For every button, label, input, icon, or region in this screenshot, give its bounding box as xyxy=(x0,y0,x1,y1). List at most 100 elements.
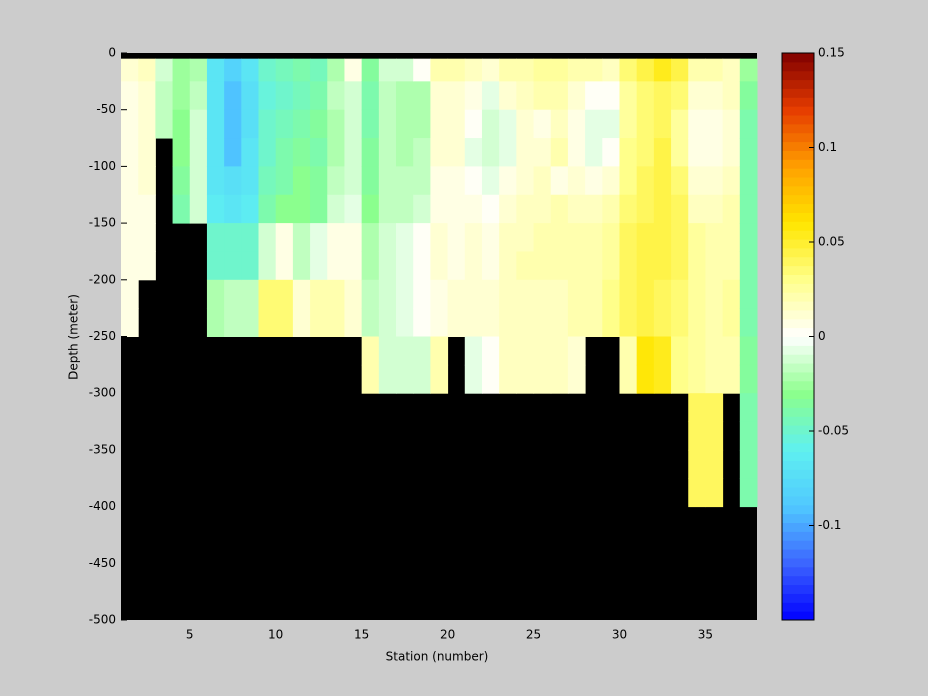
heat-cell xyxy=(636,194,655,224)
heat-cell xyxy=(224,81,242,111)
heat-cell xyxy=(172,58,191,82)
heat-cell xyxy=(413,194,431,224)
heat-cell xyxy=(430,58,449,82)
heat-cell xyxy=(567,223,586,252)
heat-cell xyxy=(172,109,191,139)
colorbar-swatch xyxy=(782,230,814,240)
heat-cell xyxy=(619,166,638,196)
heat-cell xyxy=(585,58,603,82)
heat-cell xyxy=(258,279,277,309)
heat-cell xyxy=(602,81,620,111)
heat-cell xyxy=(567,364,586,394)
y-tick-label: -100 xyxy=(89,159,116,173)
colorbar-swatch xyxy=(782,380,814,391)
x-tick-label: 5 xyxy=(186,628,194,642)
heat-cell xyxy=(550,251,569,281)
heat-cell xyxy=(653,138,672,167)
heat-cell xyxy=(292,109,311,139)
colorbar-tick-label: -0.05 xyxy=(818,424,849,438)
y-tick-label: -400 xyxy=(89,499,116,513)
heat-cell xyxy=(378,138,397,167)
heat-cell xyxy=(464,279,483,309)
heat-cell xyxy=(567,279,586,309)
heat-cell xyxy=(310,223,328,252)
heat-cell xyxy=(292,251,311,281)
heat-cell xyxy=(481,58,500,82)
heat-cell xyxy=(413,223,431,252)
heat-cell xyxy=(602,251,620,281)
colorbar-swatch xyxy=(782,557,814,568)
heat-cell xyxy=(378,364,397,394)
heat-cell xyxy=(361,194,380,224)
heat-cell xyxy=(481,279,500,309)
colorbar-tick-label: 0 xyxy=(818,329,826,343)
heat-cell xyxy=(705,364,724,394)
colorbar-swatch xyxy=(782,531,814,541)
x-tick-label: 15 xyxy=(354,628,369,642)
heat-cell xyxy=(241,109,260,139)
heat-cell xyxy=(206,223,225,252)
heat-cell xyxy=(636,308,655,337)
heat-cell xyxy=(292,81,311,111)
heat-cell xyxy=(224,109,242,139)
heat-cell xyxy=(481,194,500,224)
heat-cell xyxy=(516,223,535,252)
heat-cell xyxy=(241,251,260,281)
heat-cell xyxy=(172,194,191,224)
colorbar-swatch xyxy=(782,159,814,169)
heat-cell xyxy=(688,251,706,281)
heat-cell xyxy=(499,279,517,309)
heat-cell xyxy=(396,109,414,139)
heat-cell xyxy=(636,138,655,167)
heat-cell xyxy=(292,138,311,167)
heat-cell xyxy=(619,194,638,224)
colorbar-swatch xyxy=(782,123,814,134)
heat-cell xyxy=(396,364,414,394)
heat-cell xyxy=(705,109,724,139)
y-tick-label: -250 xyxy=(89,329,116,343)
heat-cell xyxy=(430,109,449,139)
colorbar-swatch xyxy=(782,292,814,302)
heat-cell xyxy=(464,138,483,167)
heat-cell xyxy=(464,223,483,252)
heat-cell xyxy=(671,138,689,167)
heat-cell xyxy=(671,223,689,252)
heat-cell xyxy=(275,308,294,337)
heat-cell xyxy=(653,81,672,111)
heat-cell xyxy=(361,336,380,366)
heat-cell xyxy=(413,308,431,337)
heat-cell xyxy=(585,194,603,224)
colorbar-swatch xyxy=(782,301,814,311)
heat-cell xyxy=(602,194,620,224)
heat-cell xyxy=(688,364,706,394)
heat-cell xyxy=(292,194,311,224)
colorbar-tick-label: -0.1 xyxy=(818,518,841,532)
heat-cell xyxy=(155,109,174,139)
heat-cell xyxy=(224,194,242,224)
colorbar-swatch xyxy=(782,327,814,337)
heat-cell xyxy=(533,58,552,82)
heat-cell xyxy=(447,166,466,196)
colorbar-swatch xyxy=(782,309,814,320)
heat-cell xyxy=(327,109,345,139)
heat-cell xyxy=(533,109,552,139)
heat-cell xyxy=(516,279,535,309)
colorbar-tick-label: 0.15 xyxy=(818,46,845,60)
colorbar-swatch xyxy=(782,460,814,470)
colorbar-swatch xyxy=(782,487,814,497)
heat-cell xyxy=(636,336,655,366)
heat-cell xyxy=(653,166,672,196)
heat-cell xyxy=(361,251,380,281)
heat-cell xyxy=(705,194,724,224)
heat-cell xyxy=(722,251,741,281)
heat-cell xyxy=(722,166,741,196)
heat-cell xyxy=(688,308,706,337)
heat-cell xyxy=(378,223,397,252)
heat-cell xyxy=(481,223,500,252)
colorbar-swatch xyxy=(782,389,814,400)
colorbar-swatch xyxy=(782,549,814,559)
heat-cell xyxy=(739,393,758,423)
heat-cell xyxy=(361,109,380,139)
heat-cell xyxy=(206,81,225,111)
heat-cell xyxy=(516,194,535,224)
